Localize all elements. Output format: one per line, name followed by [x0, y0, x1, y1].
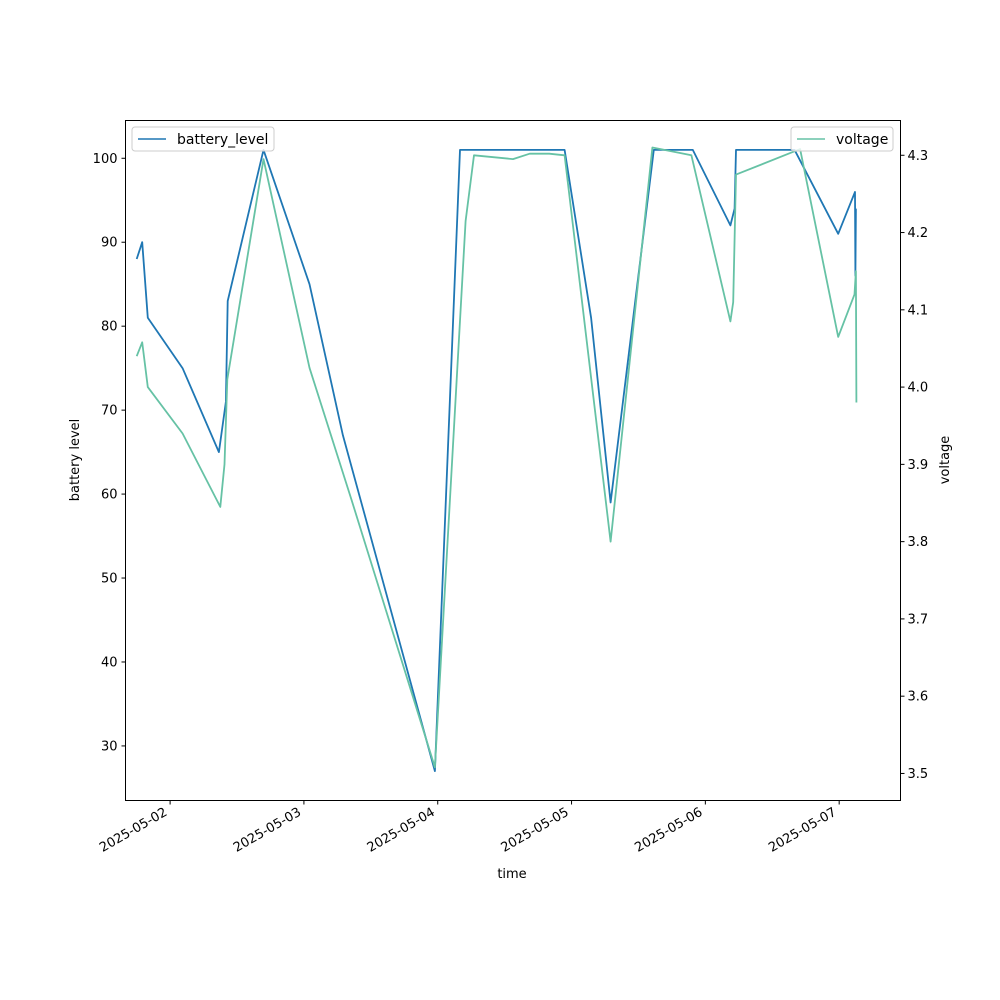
legend-label-voltage: voltage	[836, 132, 888, 148]
y-tick-label: 30	[101, 739, 118, 754]
x-tick-label: 2025-05-07	[766, 805, 839, 856]
legend-left: battery_level	[131, 126, 275, 152]
y-tick-label: 40	[101, 655, 118, 670]
y2-tick-label: 4.3	[908, 149, 929, 164]
plot-frame	[125, 120, 901, 801]
legend-right: voltage	[790, 126, 894, 152]
series-line-voltage	[135, 146, 858, 769]
y2-tick-label: 3.7	[908, 612, 929, 627]
y2-tick-label: 4.2	[908, 226, 929, 241]
x-tick-label: 2025-05-04	[365, 805, 438, 856]
x-tick-label: 2025-05-06	[632, 805, 705, 856]
plot-series	[135, 146, 858, 772]
y-tick-label: 100	[93, 152, 118, 167]
legend-left-box	[131, 126, 275, 152]
y-tick-label: 60	[101, 488, 118, 503]
y-tick-label: 90	[101, 236, 118, 251]
legend-right-box	[790, 126, 894, 152]
y2-tick-label: 3.6	[908, 690, 929, 705]
y2-tick-label: 4.1	[908, 303, 929, 318]
x-tick-label: 2025-05-03	[231, 805, 304, 856]
y-tick-label: 50	[101, 572, 118, 587]
y2-tick-label: 4.0	[908, 381, 929, 396]
y-tick-label: 80	[101, 320, 118, 335]
series-line-battery-level	[135, 148, 857, 772]
y-axis-label: battery level	[68, 419, 83, 502]
y-tick-label: 70	[101, 404, 118, 419]
y2-axis-label: voltage	[938, 436, 953, 485]
x-axis-ticks: 2025-05-02 2025-05-03 2025-05-04 2025-05-05…	[97, 800, 840, 856]
legend-label-battery-level: battery_level	[177, 132, 268, 148]
x-tick-label: 2025-05-02	[97, 805, 170, 856]
y2-tick-label: 3.5	[908, 767, 929, 782]
y2-tick-label: 3.9	[908, 458, 929, 473]
x-tick-label: 2025-05-05	[499, 805, 572, 856]
left-y-axis-ticks: 30 40 50 60 70 80 90 100	[93, 152, 126, 754]
y2-tick-label: 3.8	[908, 535, 929, 550]
x-axis-label: time	[497, 867, 526, 882]
right-y-axis-ticks: 3.5 3.6 3.7 3.8 3.9 4.0 4.1 4.2 4.3	[900, 149, 929, 782]
